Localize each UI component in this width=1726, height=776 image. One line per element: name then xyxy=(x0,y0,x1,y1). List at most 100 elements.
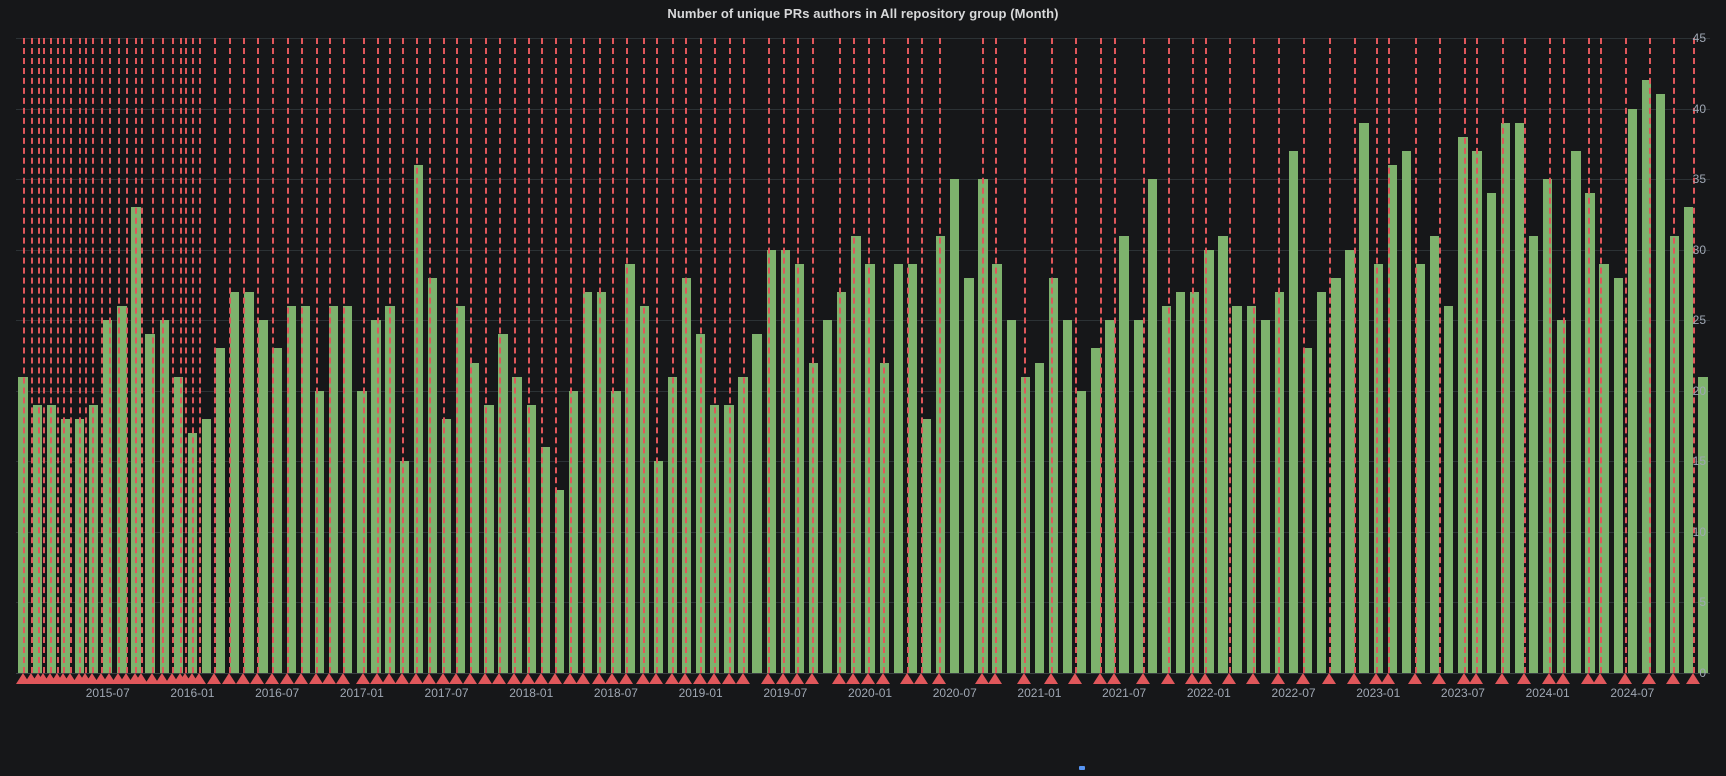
annotation-marker[interactable] xyxy=(1245,673,1260,684)
bar[interactable] xyxy=(1161,306,1172,673)
annotation-marker[interactable] xyxy=(15,673,30,684)
bar[interactable] xyxy=(1401,150,1412,673)
bar[interactable] xyxy=(201,419,212,673)
bar[interactable] xyxy=(752,334,762,673)
annotation-marker[interactable] xyxy=(618,673,633,684)
bar[interactable] xyxy=(1147,179,1158,673)
annotation-marker[interactable] xyxy=(1457,673,1472,684)
bar[interactable] xyxy=(88,404,99,673)
bar[interactable] xyxy=(568,390,579,673)
bar-series[interactable] xyxy=(16,38,1710,673)
annotation-marker[interactable] xyxy=(776,673,791,684)
annotation-marker[interactable] xyxy=(1642,673,1657,684)
bar[interactable] xyxy=(639,306,649,673)
bar[interactable] xyxy=(695,334,706,673)
annotation-marker[interactable] xyxy=(722,673,737,684)
annotation-marker[interactable] xyxy=(1381,673,1396,684)
annotation-marker[interactable] xyxy=(110,673,125,684)
bar[interactable] xyxy=(879,362,889,673)
annotation-marker[interactable] xyxy=(235,673,250,684)
annotation-marker[interactable] xyxy=(164,673,179,684)
annotation-marker[interactable] xyxy=(408,673,423,684)
bar[interactable] xyxy=(230,292,240,673)
annotation-marker[interactable] xyxy=(605,673,620,684)
annotation-marker[interactable] xyxy=(693,673,708,684)
annotation-marker[interactable] xyxy=(1067,673,1082,684)
bar[interactable] xyxy=(1274,292,1285,673)
bar[interactable] xyxy=(131,207,141,673)
bar[interactable] xyxy=(724,404,734,673)
annotation-marker[interactable] xyxy=(1581,673,1596,684)
bar[interactable] xyxy=(1119,235,1129,673)
annotation-marker[interactable] xyxy=(988,673,1003,684)
bar[interactable] xyxy=(583,292,593,673)
annotation-marker[interactable] xyxy=(1296,673,1311,684)
bar[interactable] xyxy=(1246,306,1256,673)
bar[interactable] xyxy=(935,235,946,673)
bar[interactable] xyxy=(1655,94,1666,673)
annotation-marker[interactable] xyxy=(293,673,308,684)
bar[interactable] xyxy=(851,235,861,673)
bar[interactable] xyxy=(681,277,692,673)
annotation-marker[interactable] xyxy=(249,673,264,684)
annotation-marker[interactable] xyxy=(381,673,396,684)
bar[interactable] xyxy=(498,334,508,673)
annotation-marker[interactable] xyxy=(1408,673,1423,684)
annotation-marker[interactable] xyxy=(207,673,222,684)
bar[interactable] xyxy=(653,461,663,673)
bar[interactable] xyxy=(328,306,339,673)
annotation-marker[interactable] xyxy=(547,673,562,684)
bar[interactable] xyxy=(1034,362,1045,673)
bar[interactable] xyxy=(314,390,325,673)
bar[interactable] xyxy=(611,390,621,673)
bar[interactable] xyxy=(244,292,254,673)
bar[interactable] xyxy=(865,263,875,673)
bar[interactable] xyxy=(371,320,381,673)
annotation-marker[interactable] xyxy=(102,673,117,684)
bar[interactable] xyxy=(837,292,847,673)
annotation-marker[interactable] xyxy=(462,673,477,684)
annotation-marker[interactable] xyxy=(1542,673,1557,684)
bar[interactable] xyxy=(258,320,268,673)
bar[interactable] xyxy=(1260,320,1270,673)
annotation-marker[interactable] xyxy=(134,673,149,684)
bar[interactable] xyxy=(1514,122,1525,673)
annotation-marker[interactable] xyxy=(1044,673,1059,684)
annotation-marker[interactable] xyxy=(520,673,535,684)
annotation-marker[interactable] xyxy=(664,673,679,684)
bar[interactable] xyxy=(526,404,536,673)
bar[interactable] xyxy=(413,165,423,673)
bar[interactable] xyxy=(385,306,395,673)
bar[interactable] xyxy=(456,306,466,673)
bar[interactable] xyxy=(216,348,226,673)
bar[interactable] xyxy=(103,320,113,673)
annotation-marker[interactable] xyxy=(649,673,664,684)
annotation-marker[interactable] xyxy=(422,673,437,684)
bar[interactable] xyxy=(18,376,28,673)
bar[interactable] xyxy=(907,263,918,673)
bar[interactable] xyxy=(1684,207,1694,673)
annotation-marker[interactable] xyxy=(322,673,337,684)
bar[interactable] xyxy=(1232,306,1242,673)
bar[interactable] xyxy=(1303,348,1313,673)
annotation-marker[interactable] xyxy=(369,673,384,684)
bar[interactable] xyxy=(1415,263,1426,673)
annotation-marker[interactable] xyxy=(222,673,237,684)
bar[interactable] xyxy=(766,249,776,673)
bar[interactable] xyxy=(1288,150,1299,673)
bar[interactable] xyxy=(1557,320,1567,673)
bar[interactable] xyxy=(1048,277,1059,673)
bar[interactable] xyxy=(272,348,282,673)
annotation-marker[interactable] xyxy=(144,673,159,684)
annotation-marker[interactable] xyxy=(1369,673,1384,684)
bar[interactable] xyxy=(427,277,438,673)
bar[interactable] xyxy=(1020,376,1030,673)
bar[interactable] xyxy=(1063,320,1073,673)
bar[interactable] xyxy=(1585,193,1595,673)
annotation-marker[interactable] xyxy=(1093,673,1108,684)
bar[interactable] xyxy=(286,306,296,673)
annotation-marker[interactable] xyxy=(119,673,134,684)
annotation-marker[interactable] xyxy=(789,673,804,684)
annotation-marker[interactable] xyxy=(805,673,820,684)
bar[interactable] xyxy=(1387,165,1398,673)
